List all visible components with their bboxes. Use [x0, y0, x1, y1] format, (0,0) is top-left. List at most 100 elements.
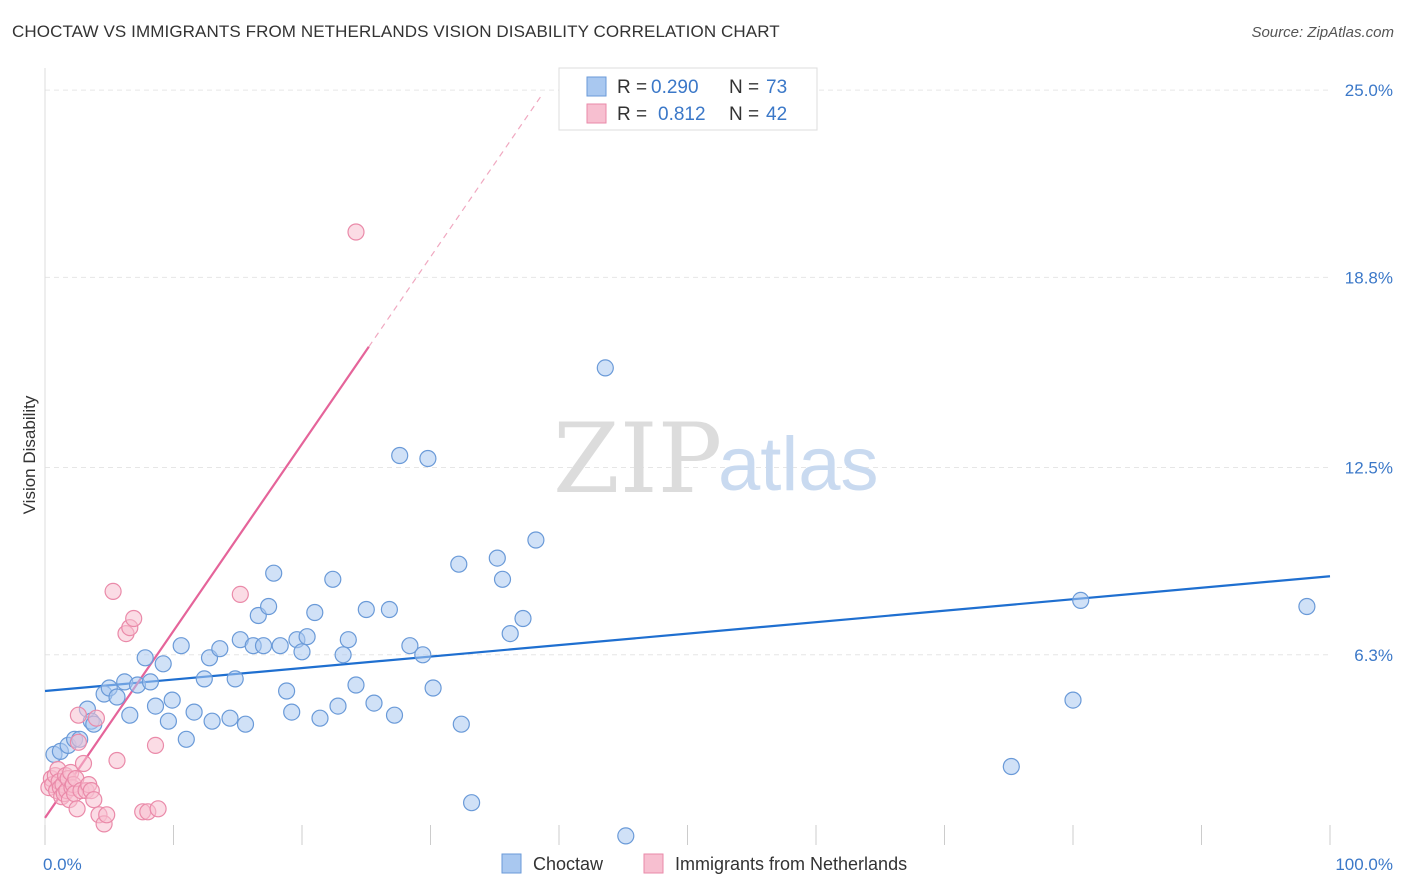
- x-tick-labels: 0.0% 100.0%: [43, 855, 1393, 874]
- bottom-legend-swatch-choctaw: [501, 853, 522, 874]
- choctaw-point: [195, 670, 213, 688]
- y-tick-label: 6.3%: [1354, 646, 1393, 665]
- choctaw-point: [527, 531, 545, 549]
- y-tick-labels: 6.3% 12.5% 18.8% 25.0%: [1345, 81, 1393, 665]
- netherlands-point: [108, 751, 126, 770]
- choctaw-point: [1298, 597, 1316, 616]
- choctaw-point: [108, 688, 126, 706]
- choctaw-point: [1002, 757, 1020, 776]
- choctaw-point: [380, 600, 398, 619]
- netherlands-point: [98, 806, 116, 824]
- choctaw-point: [385, 706, 404, 724]
- choctaw-point: [357, 600, 375, 619]
- netherlands-point: [347, 223, 365, 241]
- netherlands-point: [231, 585, 249, 604]
- netherlands-point: [125, 609, 143, 628]
- netherlands-point: [69, 733, 88, 751]
- choctaw-point: [159, 712, 177, 730]
- choctaw-point: [146, 697, 165, 715]
- y-axis-label: Vision Disability: [20, 395, 39, 514]
- choctaw-point: [311, 709, 329, 727]
- watermark-atlas: atlas: [718, 422, 879, 507]
- choctaw-point: [365, 694, 383, 712]
- source-credit: Source: ZipAtlas.com: [1251, 24, 1394, 41]
- legend-r-label: R =: [617, 77, 647, 98]
- netherlands-point: [87, 709, 106, 727]
- legend-n-label: N =: [729, 77, 759, 98]
- choctaw-point: [339, 631, 357, 649]
- choctaw-point: [278, 682, 296, 700]
- legend-swatch-choctaw: [586, 76, 607, 97]
- choctaw-point: [1064, 691, 1082, 709]
- watermark-zip: ZIP: [553, 403, 722, 515]
- choctaw-point: [211, 640, 229, 658]
- x-axis-ticks: [44, 825, 1331, 845]
- y-tick-label: 18.8%: [1345, 268, 1393, 287]
- choctaw-point: [488, 549, 506, 567]
- choctaw-point: [463, 794, 481, 812]
- legend-n-value: 42: [766, 104, 787, 125]
- choctaw-point: [401, 637, 419, 655]
- choctaw-point: [493, 570, 512, 588]
- legend-r-value: 0.290: [651, 77, 699, 98]
- choctaw-point: [452, 715, 470, 733]
- choctaw-point: [1072, 591, 1090, 610]
- choctaw-point: [254, 637, 273, 655]
- choctaw-point: [306, 603, 324, 622]
- netherlands-point: [68, 800, 86, 818]
- chart-title: CHOCTAW VS IMMIGRANTS FROM NETHERLANDS V…: [12, 22, 780, 41]
- netherlands-point: [69, 706, 88, 724]
- choctaw-trend-line: [44, 575, 1331, 693]
- choctaw-point: [596, 359, 614, 377]
- trend-lines: [44, 95, 1331, 819]
- netherlands-trend-line: [44, 346, 370, 819]
- legend: R = 0.290 N = 73 R = 0.812 N = 42: [558, 67, 818, 131]
- watermark: ZIP atlas: [553, 403, 879, 515]
- choctaw-point: [203, 712, 221, 730]
- choctaw-point: [141, 673, 159, 691]
- choctaw-point: [334, 646, 352, 664]
- bottom-legend-label-netherlands: Immigrants from Netherlands: [675, 854, 907, 874]
- choctaw-point: [221, 709, 239, 727]
- choctaw-point: [121, 706, 139, 724]
- choctaw-point: [283, 703, 301, 721]
- choctaw-point: [154, 655, 172, 673]
- legend-r-label: R =: [617, 104, 647, 125]
- bottom-legend-label-choctaw: Choctaw: [533, 854, 604, 874]
- choctaw-point: [391, 446, 409, 465]
- legend-n-label: N =: [729, 104, 759, 125]
- choctaw-point: [185, 703, 203, 721]
- bottom-legend: Choctaw Immigrants from Netherlands: [501, 853, 907, 874]
- choctaw-point: [329, 697, 347, 715]
- choctaw-point: [501, 624, 519, 643]
- choctaw-point: [514, 609, 532, 628]
- choctaw-point: [260, 597, 278, 616]
- legend-swatch-netherlands: [586, 103, 607, 124]
- netherlands-point: [146, 736, 165, 755]
- x-tick-label: 100.0%: [1335, 855, 1393, 874]
- choctaw-point: [347, 676, 365, 694]
- y-tick-label: 12.5%: [1345, 459, 1393, 478]
- choctaw-point: [617, 827, 635, 845]
- choctaw-point: [177, 730, 195, 748]
- choctaw-point: [136, 649, 154, 667]
- choctaw-point: [424, 679, 442, 697]
- choctaw-point: [236, 715, 255, 733]
- netherlands-point: [104, 582, 122, 601]
- choctaw-point: [271, 637, 289, 655]
- choctaw-point: [419, 449, 437, 468]
- netherlands-point: [149, 800, 167, 818]
- y-tick-label: 25.0%: [1345, 81, 1393, 100]
- netherlands-point: [85, 791, 103, 809]
- choctaw-point: [293, 643, 311, 661]
- x-tick-label: 0.0%: [43, 855, 82, 874]
- choctaw-point: [450, 555, 468, 573]
- choctaw-point: [298, 628, 316, 646]
- choctaw-point: [265, 564, 283, 582]
- legend-r-value: 0.812: [658, 104, 706, 125]
- legend-n-value: 73: [766, 77, 787, 98]
- choctaw-point: [163, 691, 181, 709]
- choctaw-point: [414, 646, 432, 664]
- choctaw-point: [172, 637, 190, 655]
